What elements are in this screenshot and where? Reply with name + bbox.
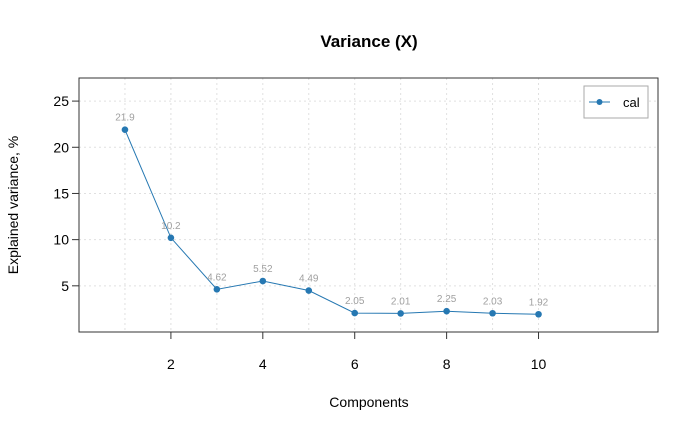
data-point bbox=[443, 307, 450, 315]
grid-lines bbox=[79, 78, 658, 332]
data-label: 1.92 bbox=[529, 297, 549, 308]
data-point bbox=[305, 287, 313, 294]
data-label: 4.49 bbox=[299, 274, 319, 285]
x-tick-label: 2 bbox=[167, 356, 175, 372]
x-tick-label: 6 bbox=[351, 356, 359, 372]
x-tick-label: 4 bbox=[259, 356, 267, 372]
data-point bbox=[121, 126, 129, 134]
data-point bbox=[489, 309, 496, 317]
x-axis: 2 4 6 8 10 bbox=[167, 332, 547, 372]
y-tick-label: 20 bbox=[53, 139, 69, 155]
legend: cal bbox=[583, 85, 649, 119]
x-tick-label: 8 bbox=[443, 356, 451, 372]
y-tick-label: 25 bbox=[53, 93, 69, 109]
data-label: 2.25 bbox=[437, 294, 457, 305]
y-tick-label: 10 bbox=[53, 232, 69, 248]
chart-title: Variance (X) bbox=[320, 32, 417, 51]
y-axis: 5 10 15 20 25 bbox=[53, 93, 79, 294]
y-tick-label: 5 bbox=[61, 278, 69, 294]
x-axis-label: Components bbox=[329, 394, 408, 410]
x-tick-label: 10 bbox=[531, 356, 547, 372]
data-point bbox=[167, 234, 175, 242]
series-line bbox=[124, 129, 539, 315]
y-axis-label: Explained variance, % bbox=[5, 136, 21, 275]
data-point bbox=[351, 309, 359, 317]
data-point bbox=[259, 277, 267, 285]
data-label: 2.05 bbox=[345, 296, 365, 307]
data-label: 10.2 bbox=[161, 221, 181, 232]
data-point bbox=[397, 310, 404, 317]
plot-area bbox=[78, 77, 659, 333]
data-point bbox=[535, 310, 542, 318]
legend-marker bbox=[596, 99, 603, 105]
y-tick-label: 15 bbox=[53, 185, 69, 201]
data-label: 2.03 bbox=[483, 296, 503, 307]
series-cal: 21.9 10.2 4.62 5.52 4.49 2.05 2.01 2.25 2.03 1.92 bbox=[115, 113, 549, 318]
data-point bbox=[213, 286, 221, 293]
legend-label-cal: cal bbox=[623, 95, 640, 110]
data-label: 2.01 bbox=[391, 296, 411, 307]
data-label: 5.52 bbox=[253, 264, 273, 275]
data-label: 21.9 bbox=[115, 113, 135, 124]
data-label: 4.62 bbox=[207, 272, 227, 283]
